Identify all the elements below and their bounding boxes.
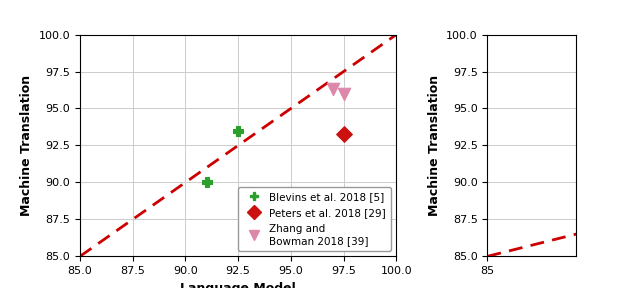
Point [202,180,212,185]
Point [233,128,243,133]
Legend: Blevins et al. 2018 [5], Peters et al. 2018 [29], Zhang and
Bowman 2018 [39]: Blevins et al. 2018 [5], Peters et al. 2… [238,187,391,251]
Point [339,91,349,96]
Y-axis label: Machine Translation: Machine Translation [20,75,33,216]
X-axis label: Language Model: Language Model [180,282,296,288]
Y-axis label: Machine Translation: Machine Translation [428,75,440,216]
Point [328,87,338,92]
Point [339,131,349,136]
